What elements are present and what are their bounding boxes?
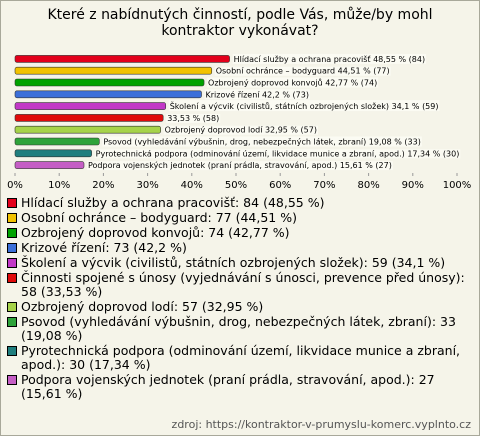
legend-swatch [7,213,17,223]
bar-label: Psovod (vyhledávání výbušnin, drog, nebe… [103,137,420,147]
bar [14,125,161,134]
legend-label: Činnosti spojené s únosy (vyjednávání s … [21,270,465,299]
legend-item: Psovod (vyhledávání výbušnin, drog, nebe… [7,315,473,343]
legend-label: Pyrotechnická podpora (odminování území,… [21,343,461,372]
x-tick-label: 20% [92,180,114,191]
chart-title: Které z nabídnutých činností, podle Vás,… [47,7,433,39]
legend-swatch [7,302,17,312]
legend-label: Osobní ochránce – bodyguard: 77 (44,51 %… [21,210,297,225]
bar-label: Hlídací služby a ochrana pracovišť 48,55… [234,54,426,64]
legend-label: Školení a výcvik (civilistů, státních oz… [21,255,446,270]
x-tick-label: 70% [313,180,335,191]
bar-label-bg [168,100,440,112]
legend-label: Ozbrojený doprovod lodí: 57 (32,95 %) [21,299,264,314]
source-note: zdroj: https://kontraktor-v-prumyslu-kom… [171,418,471,431]
legend-item: Krizové řízení: 73 (42,2 %) [7,241,473,255]
x-tick-label: 10% [48,180,70,191]
bar-label: Pyrotechnická podpora (odminování území,… [96,149,460,158]
legend: Hlídací služby a ochrana pracovišť: 84 (… [7,196,473,402]
bar-label-bg [166,113,221,123]
plot: 0% 10% 20% 30% 40% 50% 60% 70% 80% 90% 100% Hlídací… [7,53,472,191]
legend-item: Podpora vojenských jednotek (praní prádl… [7,373,473,401]
legend-swatch [7,243,17,253]
bar-label-bg [232,53,427,64]
legend-item: Ozbrojený doprovod konvojů: 74 (42,77 %) [7,226,473,240]
bar [14,114,164,122]
legend-label: Psovod (vyhledávání výbušnin, drog, nebe… [21,314,456,343]
bar-label: 33,53 % (58) [167,114,219,123]
legend-item: Hlídací služby a ochrana pracovišť: 84 (… [7,196,473,210]
bar-label: Podpora vojenských jednotek (praní prádl… [88,161,392,170]
bar-label-bg [214,66,391,76]
bar-label-bg [204,89,310,100]
bar [14,78,205,87]
bar-label-bg [94,149,461,159]
legend-item: Pyrotechnická podpora (odminování území,… [7,344,473,372]
bar-label: Osobní ochránce – bodyguard 44,51 % (77) [216,67,390,76]
legend-label: Krizové řízení: 73 (42,2 %) [21,240,187,255]
bar-label: Školení a výcvik (civilistů, státních oz… [170,100,439,111]
legend-swatch [7,198,17,208]
bar [14,149,92,158]
legend-label: Hlídací služby a ochrana pracovišť: 84 (… [21,195,325,210]
legend-label: Podpora vojenských jednotek (praní prádl… [21,372,435,401]
bar-label-bg [86,161,393,171]
x-tick-label: 80% [357,180,379,191]
bar-label: Ozbrojený doprovod lodí 32,95 % (57) [165,126,317,135]
bar-label: Krizové řízení 42,2 % (73) [206,89,309,99]
legend-item: Ozbrojený doprovod lodí: 57 (32,95 %) [7,300,473,314]
bar-label-bg [163,125,318,135]
legend-swatch [7,346,17,356]
x-tick-label: 40% [181,180,203,191]
legend-swatch [7,273,17,283]
bar-label-bg [102,136,422,147]
bar [14,102,167,110]
bar [14,55,230,63]
legend-swatch [7,317,17,327]
legend-item: Činnosti spojené s únosy (vyjednávání s … [7,271,473,299]
legend-swatch [7,258,17,268]
x-tick-label: 100% [443,180,472,191]
bar [14,66,213,75]
x-tick-label: 60% [269,180,291,191]
bar-label-bg [207,77,379,88]
legend-swatch [7,228,17,238]
bar [14,161,85,169]
x-tick-label: 90% [402,180,424,191]
legend-swatch [7,375,17,385]
bar-label: Ozbrojený doprovod konvojů 42,77 % (74) [208,78,377,88]
legend-label: Ozbrojený doprovod konvojů: 74 (42,77 %) [21,225,290,240]
legend-item: Osobní ochránce – bodyguard: 77 (44,51 %… [7,211,473,225]
legend-item: Školení a výcvik (civilistů, státních oz… [7,256,473,270]
x-tick-label: 30% [136,180,158,191]
x-tick-label: 0% [7,180,23,191]
x-tick-label: 50% [225,180,247,191]
bar [14,90,202,99]
bar [14,137,100,146]
